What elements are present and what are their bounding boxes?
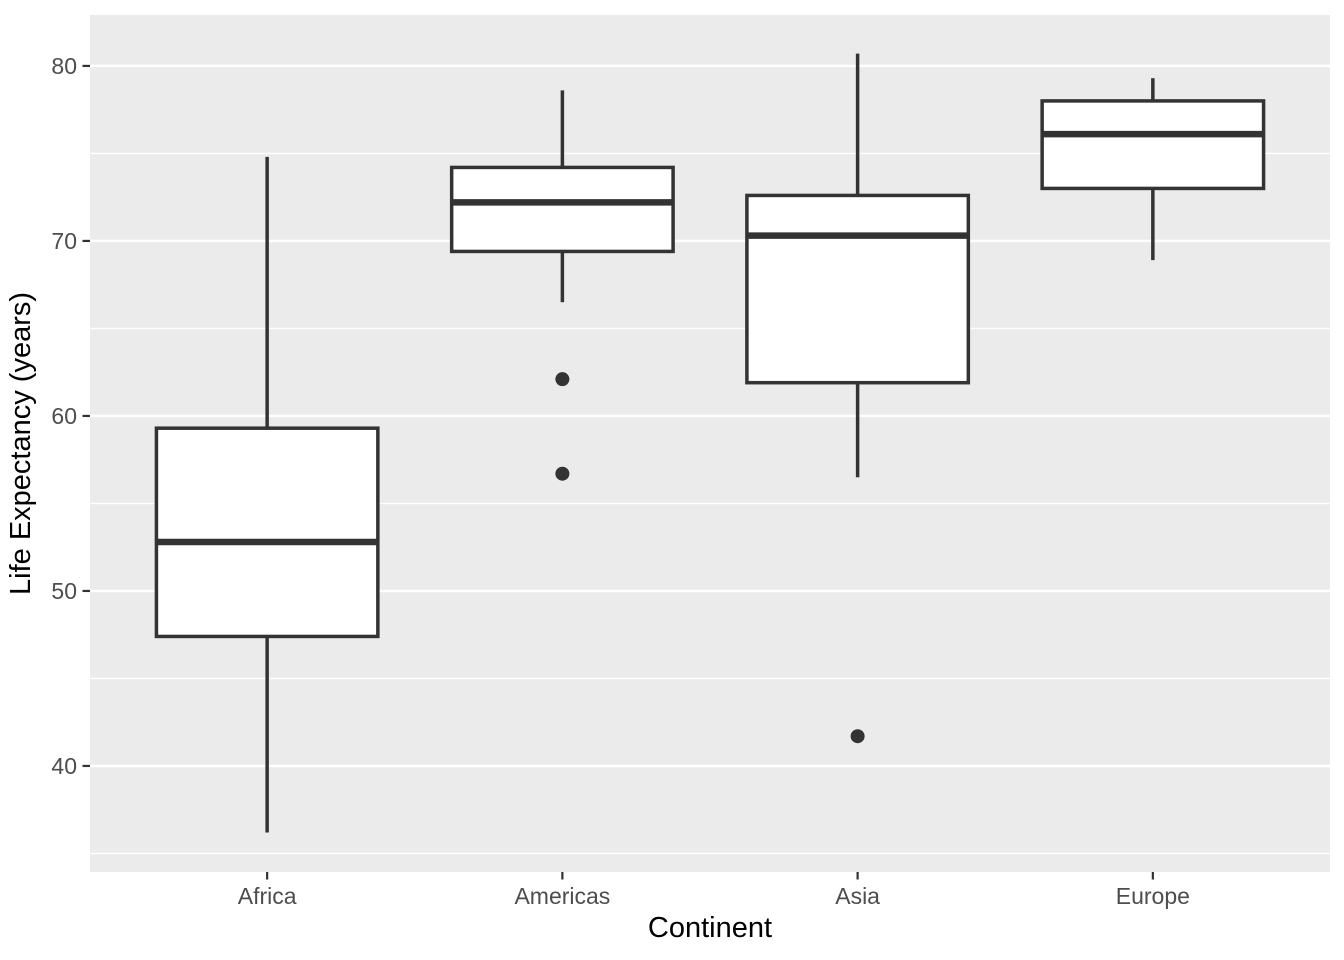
y-tick-label: 40 <box>51 753 77 779</box>
outlier-point <box>850 729 865 744</box>
boxplot-africa <box>154 156 380 833</box>
x-tick-label-europe: Europe <box>1116 883 1190 909</box>
axes: 40 50 60 70 80 Africa Americas Asia Europe <box>51 53 1190 909</box>
y-tick-label: 50 <box>51 578 77 604</box>
y-tick-label: 80 <box>51 53 77 79</box>
x-axis-title: Continent <box>648 912 772 944</box>
boxplot-asia <box>745 53 971 744</box>
iqr-box <box>154 426 380 639</box>
boxplot-europe <box>1040 78 1266 261</box>
x-tick-label-asia: Asia <box>835 883 880 909</box>
iqr-box <box>1040 99 1266 191</box>
y-tick-label: 70 <box>51 228 77 254</box>
iqr-box <box>449 165 675 254</box>
x-tick-label-africa: Africa <box>238 883 297 909</box>
x-tick-label-americas: Americas <box>514 883 610 909</box>
y-tick-label: 60 <box>51 403 77 429</box>
boxplot-americas <box>449 90 675 481</box>
iqr-box <box>745 193 971 385</box>
boxplots <box>154 53 1266 833</box>
outlier-point <box>555 466 570 481</box>
outlier-point <box>555 372 570 387</box>
y-axis-title: Life Expectancy (years) <box>5 292 37 595</box>
